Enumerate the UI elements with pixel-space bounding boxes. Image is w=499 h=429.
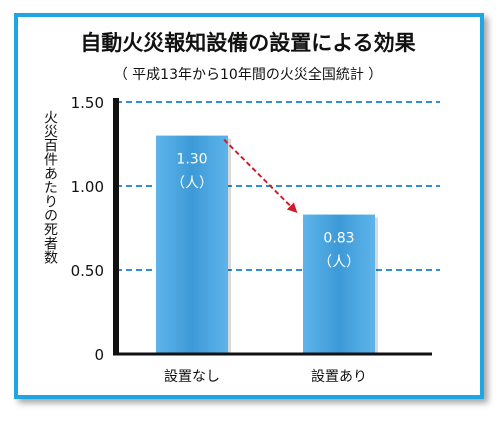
chart-title: 自動火災報知設備の設置による効果 — [80, 31, 415, 55]
bar-value-label: 0.83 — [323, 231, 354, 247]
decrease-arrow — [223, 138, 298, 213]
bar — [156, 135, 228, 354]
x-category-label: 設置あり — [311, 369, 367, 385]
y-tick-label: 1.50 — [71, 94, 104, 112]
bar-value-label: 1.30 — [176, 152, 207, 168]
y-tick-label: 0 — [94, 346, 104, 364]
chart-subtitle: （ 平成13年から10年間の火災全国統計 ） — [114, 66, 383, 83]
bar-unit-label: （人） — [318, 255, 360, 271]
x-category-label: 設置なし — [164, 369, 220, 385]
bar — [303, 214, 375, 354]
chart-frame — [14, 13, 484, 399]
y-axis-label: 火災百件あたりの死者数 — [42, 110, 58, 264]
y-tick-label: 0.50 — [71, 262, 104, 280]
y-tick-label: 1.00 — [71, 178, 104, 196]
bar-unit-label: （人） — [171, 176, 213, 192]
